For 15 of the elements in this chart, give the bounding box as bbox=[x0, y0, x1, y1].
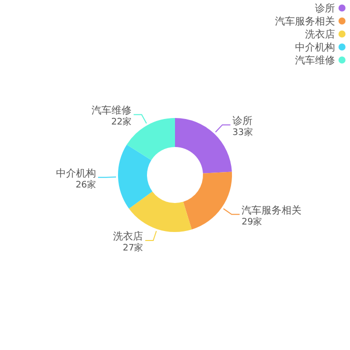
data-label: 27家 bbox=[122, 242, 144, 254]
slice-label: 汽车服务相关 bbox=[242, 204, 302, 216]
legend-label: 诊所 bbox=[315, 2, 335, 14]
data-label: 29家 bbox=[242, 216, 262, 228]
data-label: 26家 bbox=[76, 179, 96, 190]
legend-label: 洗衣店 bbox=[305, 28, 335, 40]
data-label: 33家 bbox=[232, 126, 253, 138]
legend-label: 汽车维修 bbox=[295, 54, 335, 66]
slice-label: 中介机构 bbox=[56, 167, 96, 180]
slice-label: 洗衣店 bbox=[113, 230, 144, 242]
legend-label: 中介机构 bbox=[295, 42, 335, 54]
slice-label: 诊所 bbox=[232, 114, 252, 127]
legend-label: 汽车服务相关 bbox=[275, 16, 335, 28]
data-label: 22家 bbox=[111, 116, 132, 128]
slice-label: 汽车维修 bbox=[92, 104, 132, 117]
